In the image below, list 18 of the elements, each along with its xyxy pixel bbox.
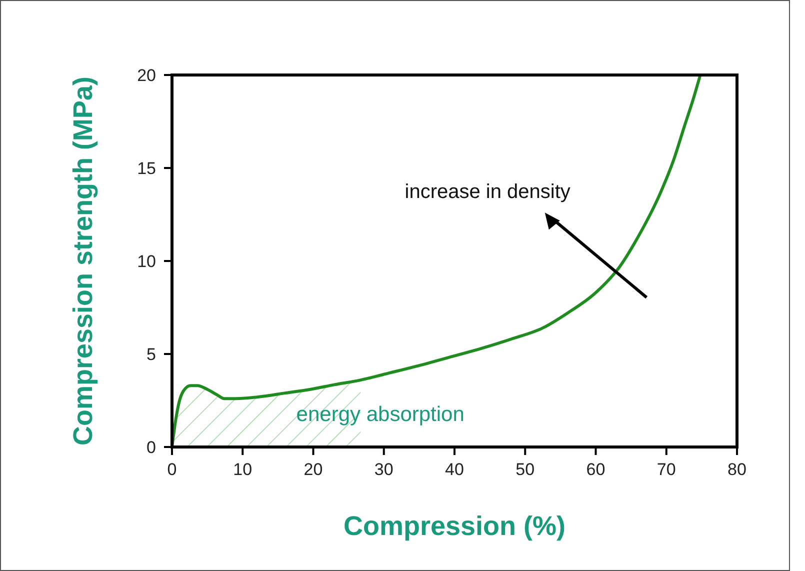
y-tick-label: 0 xyxy=(146,438,156,457)
x-tick-label: 50 xyxy=(516,460,535,479)
y-tick-label: 20 xyxy=(137,66,156,85)
x-tick-label: 10 xyxy=(233,460,252,479)
annotation: energy absorption xyxy=(296,402,464,426)
x-tick-label: 0 xyxy=(167,460,177,479)
y-axis-title: Compression strength (MPa) xyxy=(68,76,98,446)
x-axis-title: Compression (%) xyxy=(343,511,566,541)
y-tick-label: 5 xyxy=(146,345,156,364)
y-tick-label: 10 xyxy=(137,252,156,271)
x-tick-label: 20 xyxy=(304,460,323,479)
x-tick-label: 80 xyxy=(728,460,746,479)
x-tick-label: 70 xyxy=(656,460,676,479)
x-tick-label: 40 xyxy=(445,460,464,479)
y-tick-label: 15 xyxy=(137,159,156,178)
x-tick-label: 30 xyxy=(374,460,394,479)
annotation: increase in density xyxy=(404,180,570,203)
x-tick-label: 60 xyxy=(586,460,606,479)
